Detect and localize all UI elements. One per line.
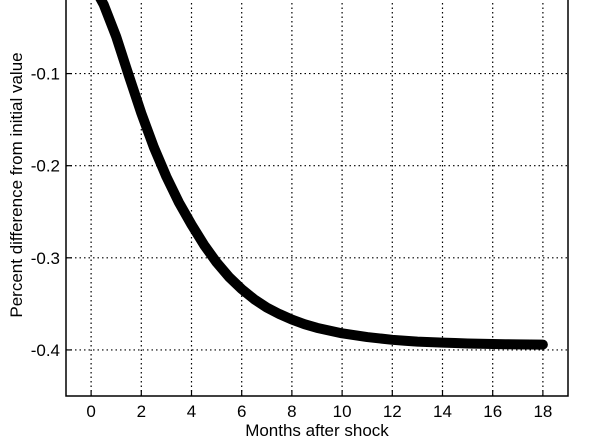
x-tick-label: 0 (86, 402, 95, 421)
x-tick-label: 10 (333, 402, 352, 421)
x-tick-label: 14 (433, 402, 452, 421)
x-axis-label: Months after shock (245, 421, 389, 440)
series-line-0 (95, 0, 548, 350)
y-tick-label: -0.3 (31, 249, 60, 268)
y-tick-label: -0.2 (31, 157, 60, 176)
y-tick-label: -0.4 (31, 341, 60, 360)
x-tick-label: 12 (383, 402, 402, 421)
x-tick-label: 6 (237, 402, 246, 421)
y-tick-label: -0.1 (31, 65, 60, 84)
plot-frame (65, 0, 569, 397)
y-tick-labels: 0-0.1-0.2-0.3-0.4 (31, 65, 60, 360)
series-layer (95, 0, 548, 350)
x-tick-label: 8 (287, 402, 296, 421)
x-tick-label: 16 (483, 402, 502, 421)
grid (66, 0, 568, 396)
x-tick-label: 4 (187, 402, 196, 421)
x-tick-labels: 0 2 4 6 8 10 12 14 16 18 (86, 402, 552, 421)
y-axis-label: Percent difference from initial value (7, 52, 26, 317)
x-tick-label: 18 (533, 402, 552, 421)
x-tick-label: 2 (137, 402, 146, 421)
tick-marks (66, 72, 544, 396)
